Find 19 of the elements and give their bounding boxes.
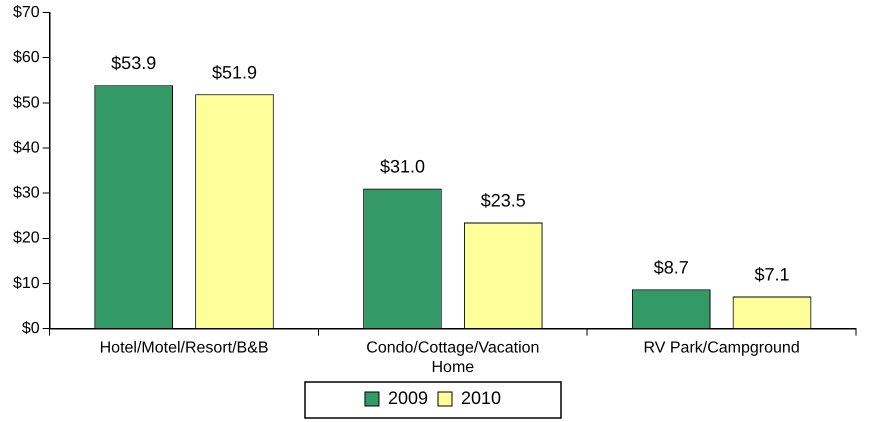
data-label: $31.0 <box>380 156 425 177</box>
y-tick-label: $10 <box>12 274 40 292</box>
data-label: $7.1 <box>754 264 790 285</box>
y-tick-label: $70 <box>12 4 40 22</box>
y-tick-label: $0 <box>22 320 40 338</box>
data-label: $8.7 <box>654 257 689 278</box>
x-tick-label: Condo/Cottage/Vacation Home <box>366 340 540 376</box>
legend-label: 2009 <box>388 388 428 408</box>
x-tick-label: RV Park/Campground <box>644 340 800 357</box>
y-tick-label: $50 <box>12 94 40 112</box>
y-tick-label: $20 <box>12 230 40 247</box>
x-tick-label: Hotel/Motel/Resort/B&B <box>100 340 269 357</box>
y-tick-label: $30 <box>12 184 40 202</box>
data-label: $23.5 <box>480 190 526 210</box>
data-label: $51.9 <box>212 62 257 82</box>
y-tick-label: $40 <box>12 139 40 156</box>
data-label: $53.9 <box>111 53 156 74</box>
y-tick-label: $60 <box>12 49 40 66</box>
legend-label: 2010 <box>461 388 502 408</box>
